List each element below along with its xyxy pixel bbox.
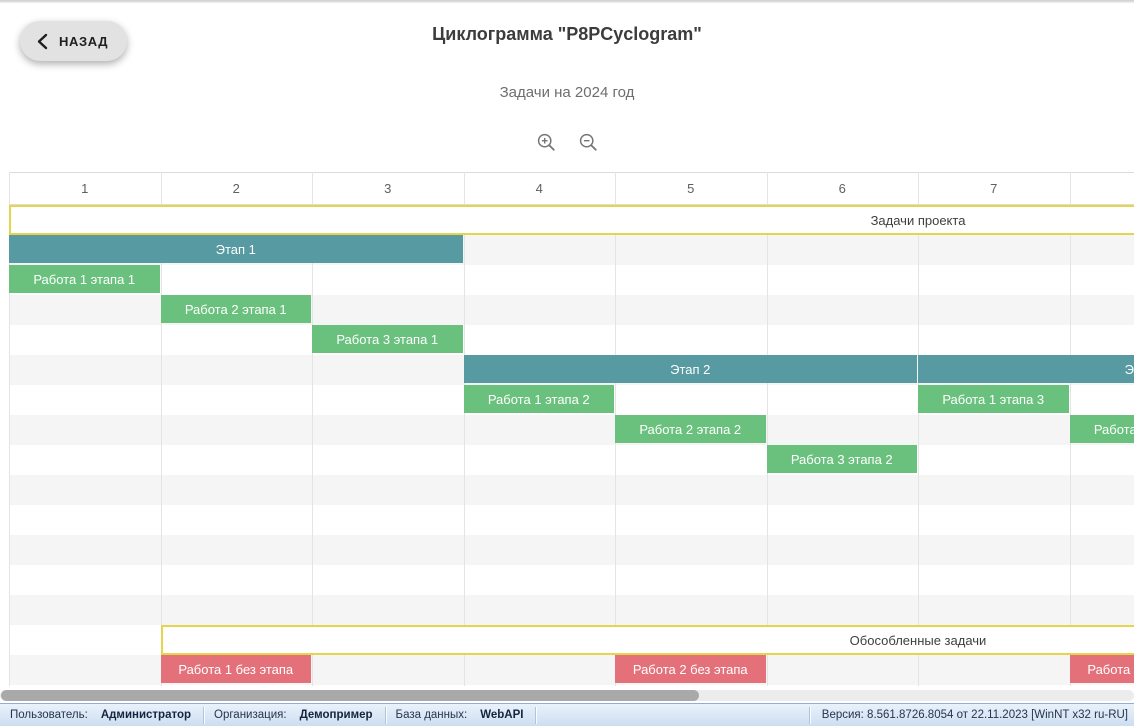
cyclogram-grid: 1 2 3 4 5 6 7 Задачи проекта Этап 1 Работа 1 этап… [0,172,1134,686]
statusbar-user-value: Администратор [100,709,192,721]
gantt-row [9,475,1134,505]
horizontal-scrollbar[interactable] [0,690,1134,701]
statusbar-organization-field: Организация: Демопример [204,704,385,726]
page-title: Циклограмма "P8PCyclogram" [432,24,702,44]
status-bar: Пользователь: Администратор Организация:… [0,703,1134,726]
gantt-row: Работа 2 этапа 1 [9,295,1134,325]
gantt-row: Работа 1 этапа 1 [9,265,1134,295]
zoom-out-icon[interactable] [577,131,599,153]
task-bar[interactable]: Работа 1 этапа 2 [463,385,614,413]
column-header-cell: 3 [384,181,392,196]
grid-column-line [463,172,465,686]
stage-bar[interactable]: Этап 2 [463,355,917,383]
section-band[interactable]: Обособленные задачи [160,625,1134,655]
grid-header-row: 1 2 3 4 5 6 7 [9,172,1134,205]
gantt-row: Работа 1 этапа 2 Работа 1 этапа 3 [9,385,1134,415]
column-header-cell: 5 [687,181,695,196]
gantt-row [9,505,1134,535]
grid-column-line [160,172,162,686]
column-header-cell: 2 [232,181,240,196]
task-bar[interactable]: Работа 2 этапа 3 [1069,415,1134,443]
stage-bar[interactable]: Этап 1 [9,235,463,263]
gantt-row: Работа 3 этапа 1 [9,325,1134,355]
chevron-left-icon [37,33,48,49]
statusbar-separator [535,706,537,724]
task-bar[interactable]: Работа 2 этапа 2 [615,415,766,443]
gantt-row: Работа 2 этапа 2 Работа 2 этапа 3 [9,415,1134,445]
gantt-row [9,535,1134,565]
back-button-label: НАЗАД [59,33,109,49]
zoom-controls [0,131,1134,153]
gantt-row: Работа 3 этапа 2 [9,445,1134,475]
gantt-row: Работа 1 без этапа Работа 2 без этапа Рабо… [9,655,1134,685]
gantt-row: Этап 2Этап 3 [9,355,1134,385]
top-shadow-strip [0,0,1134,3]
column-header-cell: 7 [990,181,998,196]
zoom-in-icon[interactable] [535,131,557,153]
column-header-cell: 1 [81,181,89,196]
grid-column-line [312,172,313,686]
statusbar-database-value: WebAPI [480,709,524,721]
statusbar-separator [808,706,810,724]
standalone-task-bar[interactable]: Работа 2 без этапа [615,655,766,683]
gantt-row: Задачи проекта [9,205,1134,235]
statusbar-organization-label: Организация: [214,709,287,721]
chart-subtitle: Задачи на 2024 год [499,84,635,101]
statusbar-database-label: База данных: [395,709,468,721]
statusbar-database-field: База данных: WebAPI [386,704,536,726]
stage-bar[interactable]: Этап 3 [918,355,1134,383]
column-header-cell: 6 [838,181,846,196]
scrollbar-thumb[interactable] [1,690,699,701]
section-band[interactable]: Задачи проекта [9,205,1134,235]
back-button[interactable]: НАЗАД [20,21,127,61]
gantt-row: Обособленные задачи [9,625,1134,655]
column-header-cell: 4 [535,181,543,196]
task-bar[interactable]: Работа 1 этапа 3 [918,385,1069,413]
gantt-row: Этап 1 [9,235,1134,265]
statusbar-organization-value: Демопример [299,709,373,721]
task-bar[interactable]: Работа 2 этапа 1 [160,295,311,323]
grid-column-line [766,172,768,686]
statusbar-user-label: Пользователь: [10,709,88,721]
statusbar-version: Версия: 8.561.8726.8054 от 22.11.2023 [W… [821,709,1128,721]
gantt-row [9,595,1134,625]
gantt-row [9,565,1134,595]
statusbar-separator [384,706,386,724]
task-bar[interactable]: Работа 1 этапа 1 [9,265,160,293]
task-bar[interactable]: Работа 3 этапа 1 [312,325,463,353]
statusbar-separator [203,706,205,724]
grid-column-line [918,172,919,686]
grid-column-line [9,172,10,686]
standalone-task-bar[interactable]: Работа 3 без этапа [1069,655,1134,683]
statusbar-user-field: Пользователь: Администратор [0,704,203,726]
standalone-task-bar[interactable]: Работа 1 без этапа [160,655,311,683]
task-bar[interactable]: Работа 3 этапа 2 [766,445,917,473]
